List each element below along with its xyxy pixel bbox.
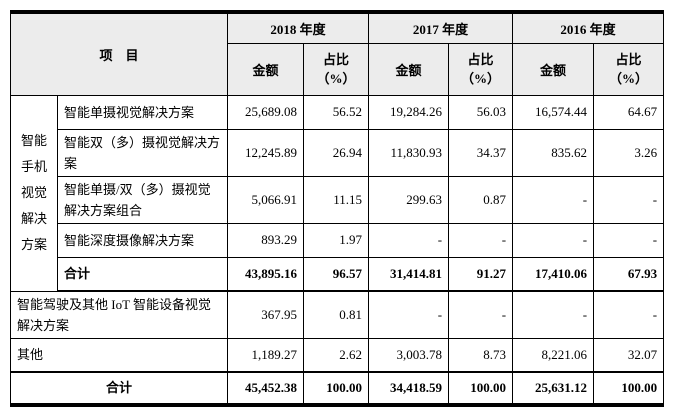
ratio-cell: 100.00 — [448, 370, 514, 405]
ratio-cell: 100.00 — [593, 370, 665, 405]
ratio-cell: 3.26 — [593, 128, 665, 177]
header-amount-2018: 金额 — [227, 42, 305, 96]
ratio-cell: 67.93 — [593, 256, 665, 292]
row-label: 智能深度摄像解决方案 — [56, 222, 229, 258]
ratio-cell: 100.00 — [303, 370, 370, 405]
ratio-cell: 11.15 — [303, 175, 370, 224]
amount-cell: 5,066.91 — [227, 175, 305, 224]
row-label: 智能单摄视觉解决方案 — [56, 94, 229, 130]
amount-cell: 34,418.59 — [368, 370, 450, 405]
ratio-cell: 8.73 — [448, 338, 514, 372]
ratio-cell: 64.67 — [593, 94, 665, 130]
revenue-breakdown-table: 项 目 2018 年度 2017 年度 2016 年度 金额 占比 （%） 金额… — [9, 10, 665, 407]
amount-cell: 25,689.08 — [227, 94, 305, 130]
amount-cell: 16,574.44 — [512, 94, 595, 130]
table-row: 智能驾驶及其他 IoT 智能设备视觉解决方案 367.95 0.81 - - -… — [9, 290, 665, 339]
row-label: 智能驾驶及其他 IoT 智能设备视觉解决方案 — [9, 290, 229, 339]
header-amount-2016: 金额 — [512, 42, 595, 96]
amount-cell: 31,414.81 — [368, 256, 450, 292]
ratio-label-line1: 占比 — [323, 52, 350, 67]
group-label-line: 手机 — [20, 159, 47, 174]
amount-cell: 893.29 — [227, 222, 305, 258]
header-year-row: 项 目 2018 年度 2017 年度 2016 年度 — [9, 11, 665, 96]
header-year-2018: 2018 年度 — [227, 11, 370, 44]
table-row: 智能双（多）摄视觉解决方案 12,245.89 26.94 11,830.93 … — [11, 128, 665, 177]
table-row: 智能单摄/双（多）摄视觉解决方案组合 5,066.91 11.15 299.63… — [11, 175, 665, 224]
ratio-label-line2: （%） — [609, 71, 649, 86]
table-row: 智能 手机 视觉 解决 方案 智能单摄视觉解决方案 25,689.08 56.5… — [10, 94, 665, 292]
group-label-line: 智能 — [20, 133, 47, 148]
ratio-cell: 56.03 — [448, 94, 514, 130]
group-label-line: 视觉 — [20, 185, 47, 200]
ratio-cell: 34.37 — [448, 128, 514, 177]
amount-cell: 835.62 — [512, 128, 595, 177]
subtotal-row: 合计 43,895.16 96.57 31,414.81 91.27 17,41… — [11, 256, 665, 292]
ratio-label-line2: （%） — [461, 71, 501, 86]
ratio-cell: - — [593, 290, 665, 339]
amount-cell: 12,245.89 — [227, 128, 305, 177]
amount-cell: 299.63 — [368, 175, 450, 224]
ratio-label-line1: 占比 — [615, 52, 642, 67]
header-year-2017: 2017 年度 — [368, 11, 514, 44]
amount-cell: - — [368, 290, 450, 339]
amount-cell: 8,221.06 — [512, 338, 595, 372]
header-sub-row: 金额 占比 （%） 金额 占比 （%） 金额 占比 （%） — [11, 42, 665, 96]
document-page: 项 目 2018 年度 2017 年度 2016 年度 金额 占比 （%） 金额… — [9, 10, 665, 407]
group-label-line: 方案 — [20, 237, 47, 252]
amount-cell: 43,895.16 — [227, 256, 305, 292]
amount-cell: 17,410.06 — [512, 256, 595, 292]
amount-cell: 3,003.78 — [368, 338, 450, 372]
header-ratio-2017: 占比 （%） — [448, 42, 514, 96]
grand-total-row: 合计 45,452.38 100.00 34,418.59 100.00 25,… — [9, 370, 665, 405]
grand-total-label: 合计 — [9, 370, 229, 405]
ratio-cell: 2.62 — [303, 338, 370, 372]
row-label: 其他 — [9, 338, 229, 372]
amount-cell: - — [512, 222, 595, 258]
ratio-cell: 1.97 — [303, 222, 370, 258]
ratio-cell: 91.27 — [448, 256, 514, 292]
row-label: 智能单摄/双（多）摄视觉解决方案组合 — [56, 175, 229, 224]
amount-cell: 1,189.27 — [227, 338, 305, 372]
header-amount-2017: 金额 — [368, 42, 450, 96]
ratio-cell: 26.94 — [303, 128, 370, 177]
ratio-cell: - — [448, 222, 514, 258]
header-ratio-2018: 占比 （%） — [303, 42, 370, 96]
amount-cell: - — [512, 290, 595, 339]
ratio-label-line2: （%） — [316, 71, 356, 86]
ratio-cell: - — [593, 222, 665, 258]
group-label-smartphone-vision: 智能 手机 视觉 解决 方案 — [10, 94, 58, 292]
ratio-cell: - — [593, 175, 665, 224]
amount-cell: 367.95 — [227, 290, 305, 339]
table-row: 其他 1,189.27 2.62 3,003.78 8.73 8,221.06 … — [9, 338, 665, 372]
amount-cell: 11,830.93 — [368, 128, 450, 177]
ratio-cell: 0.87 — [448, 175, 514, 224]
amount-cell: - — [512, 175, 595, 224]
header-ratio-2016: 占比 （%） — [593, 42, 665, 96]
table-row: 智能深度摄像解决方案 893.29 1.97 - - - - — [11, 222, 665, 258]
ratio-cell: 32.07 — [593, 338, 665, 372]
ratio-cell: - — [448, 290, 514, 339]
ratio-cell: 56.52 — [303, 94, 370, 130]
subtotal-label: 合计 — [56, 256, 229, 292]
group-label-line: 解决 — [20, 211, 47, 226]
amount-cell: - — [368, 222, 450, 258]
amount-cell: 19,284.26 — [368, 94, 450, 130]
amount-cell: 45,452.38 — [227, 370, 305, 405]
header-item: 项 目 — [9, 11, 229, 96]
row-label: 智能双（多）摄视觉解决方案 — [56, 128, 229, 177]
header-year-2016: 2016 年度 — [512, 11, 665, 44]
ratio-cell: 96.57 — [303, 256, 370, 292]
amount-cell: 25,631.12 — [512, 370, 595, 405]
ratio-label-line1: 占比 — [467, 52, 494, 67]
ratio-cell: 0.81 — [303, 290, 370, 339]
